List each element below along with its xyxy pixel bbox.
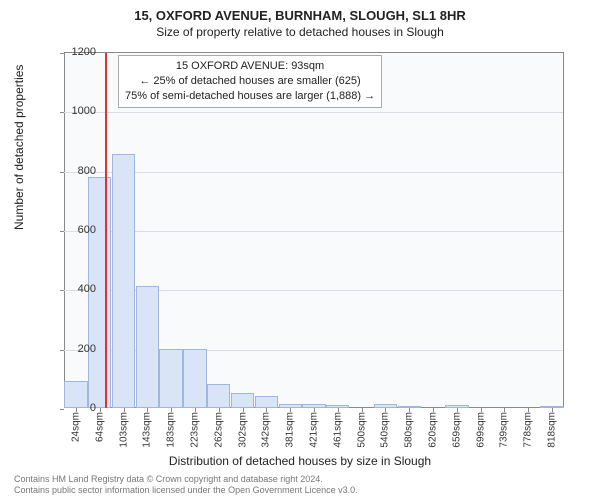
xtick-label: 580sqm bbox=[404, 412, 415, 448]
xtick-label: 778sqm bbox=[523, 412, 534, 448]
ytick-label: 1000 bbox=[56, 105, 96, 117]
annotation-line: 75% of semi-detached houses are larger (… bbox=[125, 89, 375, 104]
credits-line-2: Contains public sector information licen… bbox=[14, 485, 358, 496]
xtick-label: 739sqm bbox=[499, 412, 510, 448]
xtick-label: 342sqm bbox=[261, 412, 272, 448]
xtick-label: 500sqm bbox=[356, 412, 367, 448]
histogram-bar bbox=[231, 393, 254, 408]
xtick-label: 143sqm bbox=[142, 412, 153, 448]
annotation-box: 15 OXFORD AVENUE: 93sqm← 25% of detached… bbox=[118, 55, 382, 108]
histogram-bar bbox=[136, 286, 159, 408]
xtick-label: 302sqm bbox=[237, 412, 248, 448]
credits-line-1: Contains HM Land Registry data © Crown c… bbox=[14, 474, 358, 485]
ytick-label: 400 bbox=[56, 283, 96, 295]
gridline bbox=[64, 172, 563, 173]
annotation-line: 15 OXFORD AVENUE: 93sqm bbox=[125, 59, 375, 74]
gridline bbox=[64, 112, 563, 113]
chart-title-main: 15, OXFORD AVENUE, BURNHAM, SLOUGH, SL1 … bbox=[0, 0, 600, 23]
xtick-label: 461sqm bbox=[332, 412, 343, 448]
chart-area: 24sqm64sqm103sqm143sqm183sqm223sqm262sqm… bbox=[64, 52, 564, 408]
property-marker-line bbox=[105, 53, 107, 408]
histogram-bar bbox=[183, 349, 206, 408]
x-axis-label: Distribution of detached houses by size … bbox=[0, 454, 600, 468]
ytick-label: 600 bbox=[56, 224, 96, 236]
xtick-label: 262sqm bbox=[213, 412, 224, 448]
ytick-label: 800 bbox=[56, 165, 96, 177]
xtick-label: 659sqm bbox=[451, 412, 462, 448]
credits: Contains HM Land Registry data © Crown c… bbox=[14, 474, 358, 496]
xtick-label: 183sqm bbox=[166, 412, 177, 448]
xtick-label: 381sqm bbox=[285, 412, 296, 448]
xtick-label: 223sqm bbox=[189, 412, 200, 448]
xtick-label: 24sqm bbox=[70, 412, 81, 442]
xtick-label: 421sqm bbox=[309, 412, 320, 448]
xtick-label: 620sqm bbox=[428, 412, 439, 448]
ytick-label: 200 bbox=[56, 343, 96, 355]
ytick-label: 1200 bbox=[56, 46, 96, 58]
xtick-label: 818sqm bbox=[547, 412, 558, 448]
xtick-label: 540sqm bbox=[380, 412, 391, 448]
histogram-bar bbox=[207, 384, 230, 408]
xtick-label: 699sqm bbox=[475, 412, 486, 448]
chart-title-sub: Size of property relative to detached ho… bbox=[0, 23, 600, 39]
histogram-bar bbox=[255, 396, 278, 408]
histogram-bar bbox=[159, 349, 182, 408]
ytick-label: 0 bbox=[56, 402, 96, 414]
xtick-label: 64sqm bbox=[94, 412, 105, 442]
y-axis-label: Number of detached properties bbox=[12, 65, 26, 230]
annotation-line: ← 25% of detached houses are smaller (62… bbox=[125, 74, 375, 89]
xtick-label: 103sqm bbox=[118, 412, 129, 448]
histogram-bar bbox=[112, 154, 135, 408]
gridline bbox=[64, 231, 563, 232]
